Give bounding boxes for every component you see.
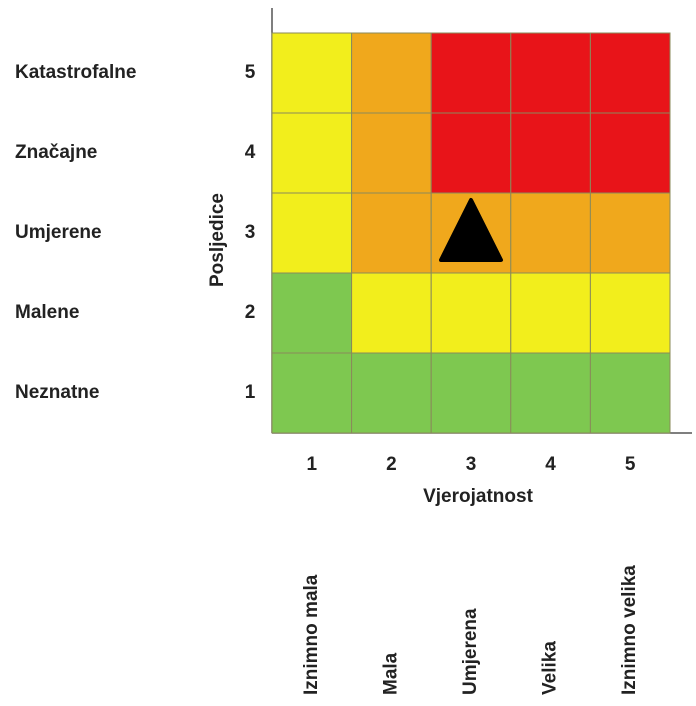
x-level-label: Iznimno velika: [619, 565, 640, 695]
matrix-cell: [351, 112, 432, 194]
x-level-number: 1: [307, 454, 318, 475]
y-axis-title: Posljedice: [207, 193, 228, 287]
x-axis-title: Vjerojatnost: [423, 486, 533, 507]
risk-marker: [439, 198, 503, 262]
matrix-cell: [589, 192, 671, 274]
matrix-cell: [351, 352, 432, 434]
y-level-number: 5: [245, 62, 256, 83]
matrix-cell: [430, 272, 512, 354]
y-level-label: Umjerene: [15, 222, 102, 243]
matrix-cell: [430, 112, 512, 194]
x-level-number: 3: [466, 454, 477, 475]
matrix-cell: [510, 352, 591, 434]
x-level-number: 2: [386, 454, 397, 475]
x-level-label: Umjerena: [460, 608, 481, 695]
matrix-cell: [430, 32, 512, 114]
matrix-cell: [271, 352, 353, 434]
x-level-number: 4: [545, 454, 556, 475]
matrix-cell: [589, 32, 671, 114]
matrix-cell: [589, 112, 671, 194]
matrix-cell: [271, 32, 353, 114]
matrix-cell: [510, 32, 591, 114]
matrix-cell: [510, 272, 591, 354]
y-level-number: 4: [245, 142, 256, 163]
matrix-cell: [271, 192, 353, 274]
matrix-cell: [589, 272, 671, 354]
matrix-cell: [271, 112, 353, 194]
matrix-cell: [351, 32, 432, 114]
x-level-label: Mala: [380, 652, 401, 695]
y-level-number: 1: [245, 382, 256, 403]
matrix-cell: [589, 352, 671, 434]
y-level-label: Značajne: [15, 142, 97, 163]
y-level-number: 2: [245, 302, 256, 323]
y-level-label: Katastrofalne: [15, 62, 136, 83]
x-level-number: 5: [625, 454, 636, 475]
matrix-cell: [430, 352, 512, 434]
y-level-label: Neznatne: [15, 382, 99, 403]
x-level-label: Velika: [540, 641, 561, 695]
matrix-cell: [271, 272, 353, 354]
y-level-label: Malene: [15, 302, 79, 323]
x-level-label: Iznimno mala: [301, 574, 322, 695]
matrix-cell: [510, 192, 591, 274]
y-level-number: 3: [245, 222, 256, 243]
matrix-cell: [351, 192, 432, 274]
matrix-cell: [510, 112, 591, 194]
matrix-cell: [351, 272, 432, 354]
